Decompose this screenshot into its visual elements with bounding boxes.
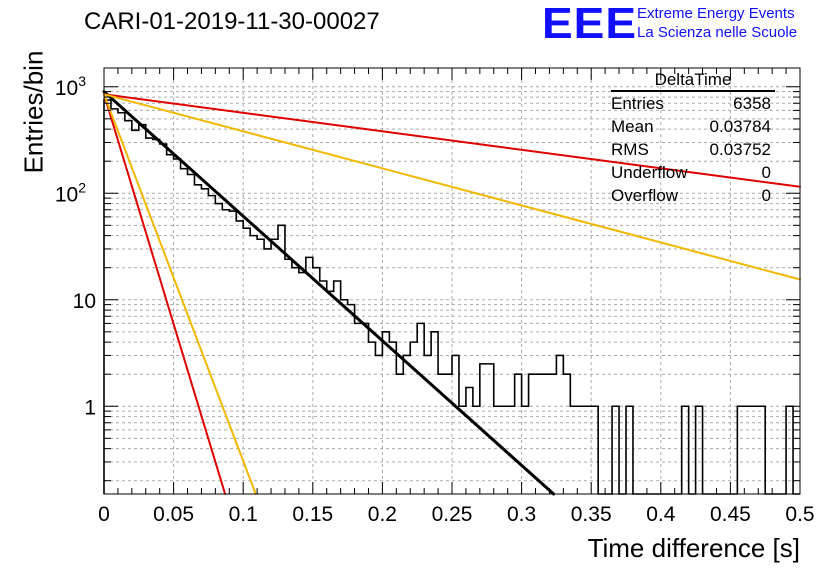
stats-label: Underflow [611,163,688,182]
fit-line-orange-slow [103,93,801,281]
y-axis-label: Entries/bin [18,50,49,174]
fit-line-red-slow [103,93,801,188]
histogram-bin [327,291,334,494]
histogram-bin [355,323,362,494]
histogram-bin [341,300,348,494]
histogram-bin [362,323,369,494]
x-tick-label: 0.2 [368,503,397,526]
x-tick-label: 0.3 [507,503,536,526]
histogram-bin [375,355,382,494]
x-tick-label: 0.4 [646,503,676,526]
stats-value: 6358 [733,94,771,113]
histogram-bin [104,100,111,494]
stats-box: DeltaTime Entries 6358 Mean 0.03784 RMS … [611,70,775,207]
y-tick-label: 10 [73,290,96,313]
y-tick-exponent: 2 [78,179,86,195]
histogram-bin [382,332,389,494]
histogram-bin [536,374,543,494]
chart-title: CARI-01-2019-11-30-00027 [84,8,380,35]
histogram-bin [306,257,313,494]
x-tick-label: 0.25 [432,503,473,526]
stats-title: DeltaTime [611,70,775,92]
eee-tagline-2: La Scienza nelle Scuole [637,24,798,41]
y-tick-labels: 1 10 102 103 [55,73,96,420]
fit-line-red-fast [103,93,227,495]
histogram-bin [389,342,396,494]
fit-line-orange-fast [103,93,257,495]
histogram-bin [515,374,522,494]
stats-label: Mean [611,117,654,136]
histogram-bin [542,374,549,494]
x-tick-label: 0.5 [785,503,814,526]
histogram-bin [264,249,271,494]
y-tick-label: 103 [55,73,86,100]
histogram-bin [487,364,494,494]
histogram-bin [313,268,320,494]
histogram-bin [160,144,167,494]
x-tick-labels: 0 0.05 0.1 0.15 0.2 0.25 0.3 0.35 0.4 0.45 0.5 [98,503,814,526]
histogram-bin [250,236,257,494]
stats-label: RMS [611,140,649,159]
stats-row-entries: Entries 6358 [611,92,775,115]
y-tick-label: 102 [55,179,86,206]
histogram-bin [466,388,473,495]
stats-row-rms: RMS 0.03752 [611,138,775,161]
histogram-bin [118,113,125,494]
eee-tagline-1: Extreme Energy Events [637,5,795,22]
histogram-bin [348,305,355,494]
stats-row-underflow: Underflow 0 [611,161,775,184]
histogram-bin [188,175,195,495]
stats-value: 0 [761,186,771,205]
eee-tagline: Extreme Energy Events La Scienza nelle S… [637,4,797,42]
histogram-bin [368,342,375,494]
histogram-bin [445,374,452,494]
histogram-bin [417,323,424,494]
histogram-bin [271,239,278,494]
histogram-bin [285,259,292,494]
stats-value: 0 [761,163,771,182]
stats-row-overflow: Overflow 0 [611,184,775,207]
x-tick-label: 0.1 [229,503,258,526]
x-tick-label: 0.15 [292,503,333,526]
stats-label: Overflow [611,186,679,205]
x-tick-label: 0.35 [571,503,612,526]
stats-label: Entries [611,94,664,113]
axis-ticks [103,68,801,494]
histogram-bin [424,355,431,494]
histogram-bin [556,355,563,494]
histogram-bin [452,355,459,494]
histogram-bin [111,109,118,494]
histogram-bin [257,239,264,494]
histogram-bin [167,155,174,494]
y-tick-exponent: 3 [78,73,86,89]
x-axis-label: Time difference [s] [587,533,800,563]
stats-value: 0.03752 [709,140,771,159]
histogram-bin [292,268,299,494]
histogram-bin [229,211,236,494]
histogram-bin [396,374,403,494]
eee-logo: EEE [542,0,638,48]
histogram-bin [549,374,556,494]
histogram-bin [299,273,306,494]
stats-row-mean: Mean 0.03784 [611,115,775,138]
fit-line-fit [102,90,556,496]
fit-lines [102,90,801,496]
stats-value: 0.03784 [709,117,771,136]
histogram-bin [403,355,410,494]
histogram-bin [215,204,222,494]
y-tick-label: 1 [84,396,96,419]
x-tick-label: 0.45 [710,503,751,526]
histogram-bin [222,210,229,494]
histogram-bin [563,374,570,494]
histogram-bin [431,332,438,494]
x-tick-label: 0.05 [153,503,194,526]
histogram-bin [278,225,285,494]
x-tick-label: 0 [98,503,110,526]
